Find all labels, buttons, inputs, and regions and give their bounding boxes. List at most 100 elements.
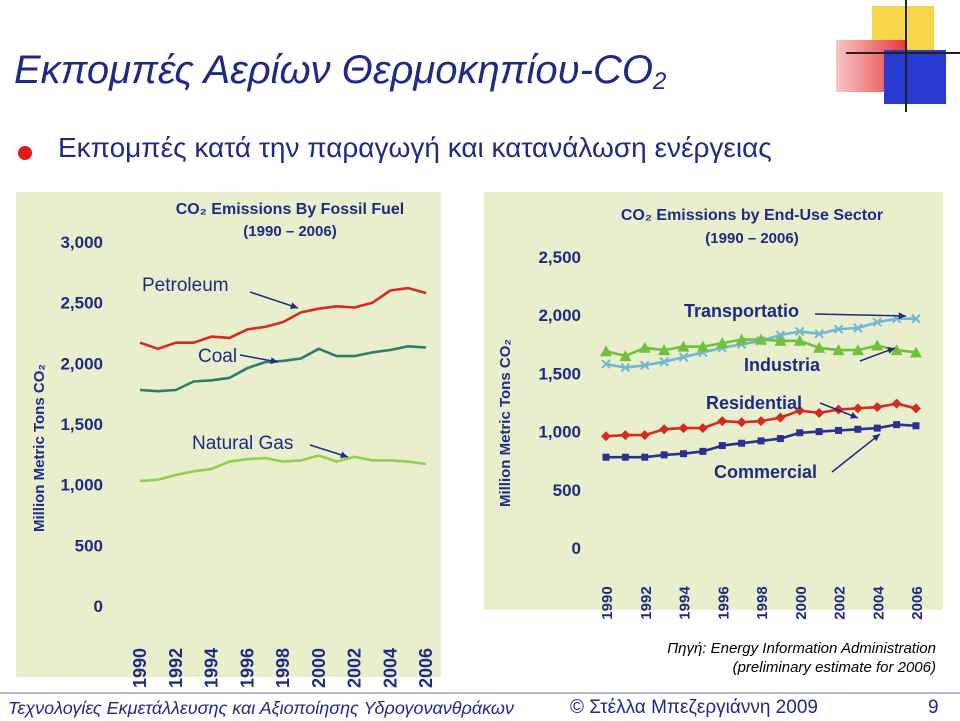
data-point-industria: [813, 341, 826, 353]
slide-title: Εκπομπές Αερίων Θερμοκηπίου-CO2: [14, 48, 667, 95]
annotation-arrow: [249, 291, 299, 309]
decor-horizontal-line: [846, 52, 960, 54]
data-point-commercial: [718, 442, 726, 450]
x-tick-label: 1996: [237, 648, 257, 688]
data-point-residential: [872, 402, 883, 413]
annotation-arrow: [831, 433, 881, 473]
y-tick-label: 0: [94, 597, 103, 616]
data-point-transportatio: [640, 360, 650, 370]
data-point-residential: [756, 416, 766, 427]
annotation-arrowhead: [850, 412, 858, 419]
data-point-industria: [677, 340, 690, 352]
data-point-residential: [775, 412, 786, 423]
x-tick-label: 2002: [832, 586, 849, 619]
data-point-commercial: [815, 428, 823, 436]
data-point-residential: [717, 416, 728, 427]
data-point-industria: [832, 344, 845, 356]
footer-course-title: Τεχνολογίες Εκμετάλλευσης και Αξιοποίηση…: [8, 698, 514, 718]
data-point-residential: [639, 430, 650, 441]
source-line-1: Πηγή: Energy Information Administration: [667, 640, 936, 657]
ann-transportation: Transportatio: [684, 301, 799, 321]
data-point-commercial: [912, 422, 920, 430]
data-point-commercial: [680, 450, 687, 458]
data-point-commercial: [873, 424, 881, 432]
chart-panel-end-use: [484, 192, 943, 610]
annotation-arrow: [814, 313, 907, 317]
data-point-transportatio: [833, 324, 844, 334]
annotation-arrowhead: [872, 434, 880, 442]
data-point-transportatio: [814, 329, 824, 339]
y-tick-label: 0: [572, 539, 581, 558]
x-tick-label: 2000: [309, 648, 329, 688]
y-tick-label: 3,000: [60, 233, 103, 252]
source-note: Πηγή: Energy Information Administration …: [667, 639, 936, 677]
y-axis-label-0: Million Metric Tons CO₂: [31, 364, 48, 532]
data-point-residential: [736, 417, 747, 428]
data-point-industria: [735, 333, 748, 345]
source-line-2: (preliminary estimate for 2006): [732, 659, 936, 676]
chart-subtitle-0: (1990 – 2006): [243, 223, 336, 240]
x-tick-label: 1990: [599, 586, 616, 619]
x-tick-label: 2006: [416, 648, 436, 688]
data-point-transportatio: [911, 313, 921, 324]
data-point-transportatio: [853, 323, 863, 333]
series-line-petroleum: [139, 286, 427, 351]
y-tick-label: 2,500: [60, 294, 103, 313]
x-tick-label: 1992: [166, 648, 186, 688]
data-point-commercial: [757, 437, 765, 445]
x-tick-label: 1994: [677, 586, 694, 620]
data-point-transportatio: [659, 357, 669, 367]
bullet-text: Εκπομπές κατά την παραγωγή και κατανάλωσ…: [58, 132, 772, 163]
y-tick-label: 1,500: [60, 415, 103, 434]
page-number: 9: [928, 697, 939, 718]
data-point-residential: [794, 405, 805, 416]
data-point-residential: [620, 430, 631, 441]
x-tick-label: 1998: [754, 586, 771, 619]
ann-natural-gas: Natural Gas: [192, 433, 293, 454]
chart-panel-fossil-fuel: [16, 192, 441, 677]
footer-divider: [0, 692, 960, 694]
ann-residential: Residential: [706, 393, 802, 413]
x-tick-label: 1990: [130, 648, 150, 688]
data-point-commercial: [738, 439, 746, 447]
data-point-residential: [852, 403, 863, 414]
annotation-arrowhead: [290, 302, 298, 310]
data-point-commercial: [854, 425, 862, 433]
ann-commercial: Commercial: [714, 462, 817, 482]
ann-industria: Industria: [744, 355, 821, 375]
series-line-natural-gas: [139, 454, 427, 483]
data-point-industria: [716, 337, 729, 349]
data-point-residential: [697, 423, 708, 434]
data-point-residential: [911, 403, 921, 414]
data-point-commercial: [621, 453, 629, 461]
annotation-arrowhead: [887, 347, 895, 354]
y-tick-label: 1,000: [60, 476, 103, 495]
y-tick-label: 500: [75, 536, 103, 555]
decor-blue-square: [884, 50, 946, 104]
footer-copyright: © Στέλλα Μπεζεργιάννη 2009: [570, 697, 818, 718]
annotation-arrowhead: [340, 451, 348, 459]
data-point-residential: [891, 398, 902, 409]
ann-petroleum: Petroleum: [142, 275, 229, 296]
x-tick-label: 1998: [273, 648, 293, 688]
chart-title-0: CO₂ Emissions By Fossil Fuel: [176, 201, 405, 218]
annotation-arrowhead: [898, 312, 906, 320]
data-point-residential: [814, 407, 825, 418]
x-tick-label: 2004: [870, 586, 887, 620]
data-point-commercial: [699, 447, 707, 455]
data-point-commercial: [660, 451, 668, 459]
x-tick-label: 1996: [715, 586, 732, 619]
data-point-commercial: [641, 453, 649, 461]
data-point-commercial: [796, 429, 804, 437]
y-tick-label: 2,000: [60, 354, 103, 373]
data-point-industria: [755, 333, 767, 345]
annotation-arrowhead: [270, 357, 278, 365]
data-point-industria: [871, 339, 884, 351]
data-point-transportatio: [678, 352, 689, 362]
y-tick-label: 2,000: [538, 306, 581, 325]
chart-subtitle-1: (1990 – 2006): [705, 230, 798, 247]
x-tick-label: 2002: [345, 648, 365, 688]
data-point-transportatio: [601, 359, 611, 369]
